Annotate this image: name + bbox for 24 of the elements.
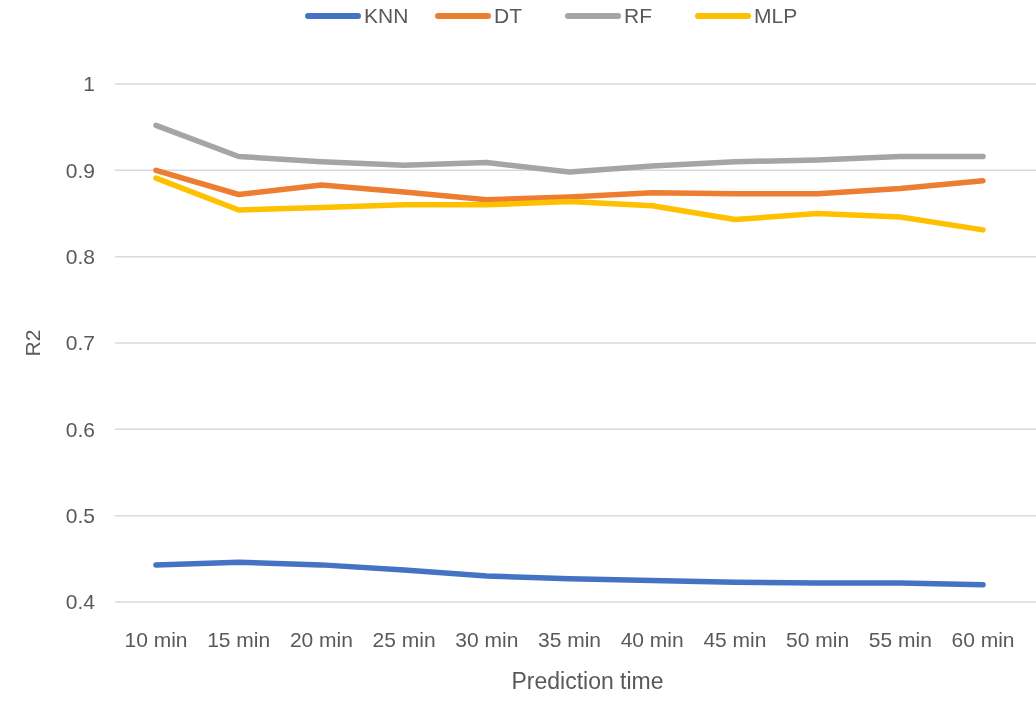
y-tick-label: 0.7 bbox=[65, 331, 95, 355]
legend-label: RF bbox=[624, 4, 652, 28]
y-tick-label: 0.9 bbox=[65, 158, 95, 182]
x-axis-title: Prediction time bbox=[511, 668, 664, 694]
y-axis-title: R2 bbox=[21, 329, 44, 357]
y-tick-label: 1 bbox=[83, 72, 95, 96]
legend-label: KNN bbox=[364, 4, 409, 28]
x-tick-label: 60 min bbox=[951, 628, 1015, 651]
x-tick-label: 55 min bbox=[868, 628, 932, 651]
y-tick-label: 0.5 bbox=[65, 504, 95, 528]
legend-label: MLP bbox=[754, 4, 798, 28]
legend-label: DT bbox=[494, 4, 523, 28]
x-tick-label: 45 min bbox=[703, 628, 767, 651]
x-tick-label: 15 min bbox=[207, 628, 271, 651]
y-tick-label: 0.8 bbox=[65, 245, 95, 269]
x-tick-label: 40 min bbox=[620, 628, 684, 651]
x-tick-label: 50 min bbox=[786, 628, 850, 651]
x-tick-label: 10 min bbox=[124, 628, 188, 651]
x-tick-label: 25 min bbox=[372, 628, 436, 651]
x-tick-label: 20 min bbox=[289, 628, 353, 651]
x-tick-label: 35 min bbox=[537, 628, 602, 651]
y-tick-label: 0.6 bbox=[65, 417, 95, 441]
y-tick-label: 0.4 bbox=[65, 590, 96, 614]
x-tick-label: 30 min bbox=[455, 628, 519, 651]
